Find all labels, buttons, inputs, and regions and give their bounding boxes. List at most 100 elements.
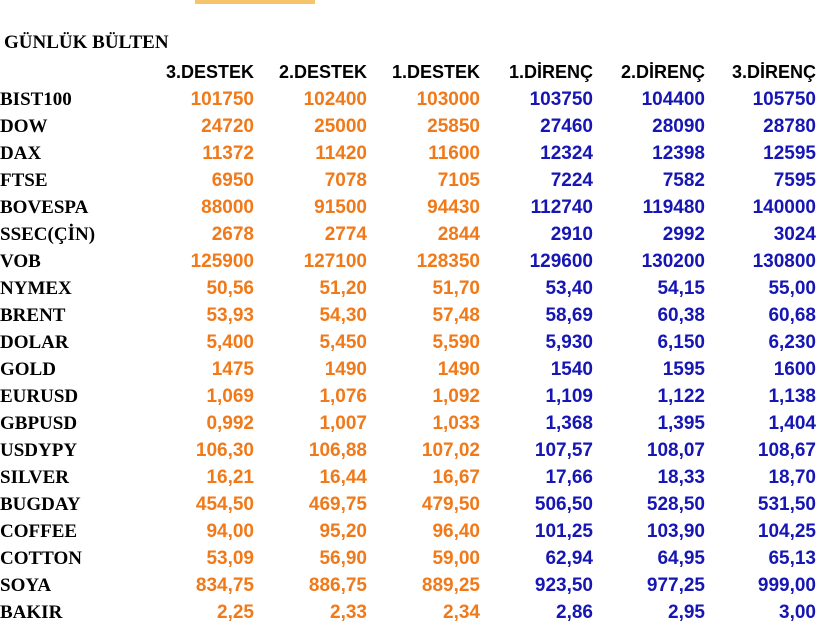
value-3-direnc: 531,50 [757,494,816,515]
value-1-direnc: 129600 [529,251,593,272]
value-3-destek: 2,25 [217,602,254,623]
instrument-name: BAKIR [0,602,63,623]
value-2-direnc: 1595 [662,359,705,380]
value-2-destek: 106,88 [308,440,367,461]
value-3-destek: 88000 [201,197,254,218]
instrument-name: GBPUSD [0,413,78,434]
value-1-direnc: 2910 [550,224,593,245]
value-3-destek: 106,30 [195,440,254,461]
value-1-destek: 96,40 [432,521,480,542]
table-row: DOW 24720 25000 25850 27460 28090 28780 [0,113,816,140]
value-1-destek: 889,25 [421,575,480,596]
value-2-direnc: 119480 [642,197,705,218]
value-1-destek: 2844 [437,224,480,245]
table-row: DOLAR 5,400 5,450 5,590 5,930 6,150 6,230 [0,329,816,356]
value-3-direnc: 65,13 [768,548,816,569]
value-2-direnc: 18,33 [657,467,705,488]
value-2-direnc: 977,25 [646,575,705,596]
value-2-direnc: 130200 [641,251,705,272]
value-2-direnc: 60,38 [657,305,705,326]
instrument-name: VOB [0,251,41,272]
value-1-direnc: 12324 [540,143,593,164]
value-1-direnc: 101,25 [534,521,593,542]
value-3-destek: 1475 [211,359,254,380]
instrument-name: USDYPY [0,440,78,461]
value-1-direnc: 1,368 [545,413,593,434]
value-2-destek: 102400 [303,89,367,110]
value-2-direnc: 28090 [652,116,705,137]
value-2-destek: 127100 [303,251,367,272]
value-1-direnc: 2,86 [556,602,593,623]
value-3-destek: 101750 [190,89,254,110]
instrument-name: FTSE [0,170,48,191]
value-1-direnc: 7224 [550,170,593,191]
value-1-destek: 59,00 [432,548,480,569]
value-1-direnc: 53,40 [545,278,593,299]
instrument-name: BOVESPA [0,197,89,218]
bulletin-table: 3.DESTEK 2.DESTEK 1.DESTEK 1.DİRENÇ 2.Dİ… [0,59,816,626]
header-row: 3.DESTEK 2.DESTEK 1.DESTEK 1.DİRENÇ 2.Dİ… [0,59,816,86]
value-2-direnc: 103,90 [646,521,705,542]
instrument-name: BRENT [0,305,66,326]
value-3-destek: 6950 [211,170,254,191]
table-row: SOYA 834,75 886,75 889,25 923,50 977,25 999,00 [0,572,816,599]
value-3-destek: 16,21 [206,467,254,488]
header-2-destek: 2.DESTEK [278,62,367,82]
value-2-destek: 886,75 [308,575,367,596]
value-1-destek: 107,02 [421,440,480,461]
value-3-destek: 1,069 [206,386,254,407]
instrument-name: COFFEE [0,521,78,542]
table-row: NYMEX 50,56 51,20 51,70 53,40 54,15 55,00 [0,275,816,302]
value-3-destek: 53,09 [206,548,254,569]
value-2-direnc: 1,122 [657,386,705,407]
value-2-direnc: 7582 [662,170,705,191]
value-2-destek: 25000 [314,116,367,137]
value-2-destek: 5,450 [319,332,367,353]
instrument-name: COTTON [0,548,83,569]
value-1-direnc: 62,94 [545,548,593,569]
instrument-name: BUGDAY [0,494,81,515]
value-2-destek: 7078 [324,170,367,191]
value-2-direnc: 104400 [641,89,705,110]
value-3-direnc: 6,230 [768,332,816,353]
value-2-destek: 51,20 [319,278,367,299]
value-1-direnc: 58,69 [545,305,593,326]
value-3-direnc: 140000 [752,197,816,218]
instrument-name: EURUSD [0,386,79,407]
value-2-destek: 91500 [314,197,367,218]
value-2-destek: 95,20 [319,521,367,542]
value-1-direnc: 1540 [550,359,593,380]
table-row: BIST100 101750 102400 103000 103750 104400 105… [0,86,816,113]
value-1-direnc: 27460 [540,116,593,137]
value-3-destek: 834,75 [195,575,254,596]
value-1-direnc: 107,57 [534,440,593,461]
value-3-direnc: 12595 [763,143,816,164]
instrument-name: DOW [0,116,48,137]
value-3-direnc: 1600 [773,359,816,380]
value-2-direnc: 64,95 [657,548,705,569]
value-3-direnc: 105750 [752,89,816,110]
instrument-name: SOYA [0,575,52,596]
value-2-destek: 54,30 [319,305,367,326]
value-1-direnc: 17,66 [545,467,593,488]
instrument-name: DOLAR [0,332,69,353]
value-3-direnc: 999,00 [757,575,816,596]
table-row: GOLD 1475 1490 1490 1540 1595 1600 [0,356,816,383]
value-2-direnc: 2,95 [668,602,705,623]
instrument-name: GOLD [0,359,56,380]
value-3-destek: 50,56 [206,278,254,299]
instrument-name: NYMEX [0,278,72,299]
table-row: EURUSD 1,069 1,076 1,092 1,109 1,122 1,138 [0,383,816,410]
value-2-destek: 11420 [315,143,367,164]
value-2-direnc: 6,150 [657,332,705,353]
value-1-direnc: 112740 [530,197,593,218]
value-1-destek: 103000 [416,89,480,110]
value-2-destek: 56,90 [319,548,367,569]
table-row: COTTON 53,09 56,90 59,00 62,94 64,95 65,13 [0,545,816,572]
value-2-destek: 1,007 [319,413,367,434]
table-row: COFFEE 94,00 95,20 96,40 101,25 103,90 104,25 [0,518,816,545]
value-3-destek: 0,992 [206,413,254,434]
value-3-direnc: 108,67 [757,440,816,461]
table-row: DAX 11372 11420 11600 12324 12398 12595 [0,140,816,167]
value-3-destek: 24720 [201,116,254,137]
